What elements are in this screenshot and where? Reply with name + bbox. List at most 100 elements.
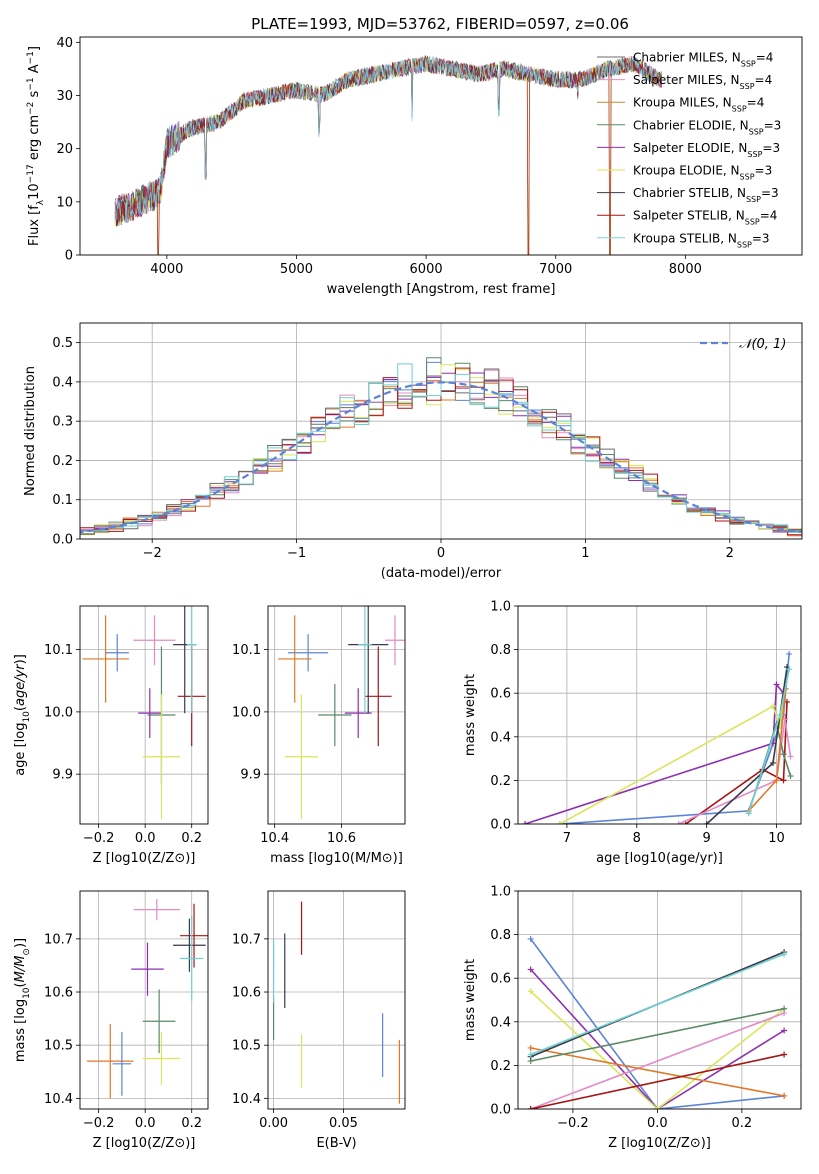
weight-marker <box>781 1027 788 1034</box>
weight-line <box>530 938 785 1109</box>
x-tick-label: −0.2 <box>557 1116 589 1131</box>
spectrum-axes: 4000 5000 6000 7000 8000 0 10 20 30 40 wavelength … <box>26 36 803 297</box>
weight-marker <box>556 821 563 824</box>
weight-marker <box>654 1106 661 1109</box>
x-axis-label: Z [log10(Z/Z⊙)] <box>93 1136 196 1151</box>
errorbar-point <box>142 1031 181 1086</box>
legend-label: Salpeter MILES, NSSP=4 <box>633 73 772 91</box>
y-tick-label: 30 <box>56 89 73 104</box>
x-tick-label: 0.0 <box>135 1116 156 1131</box>
weight-line <box>530 1007 785 1062</box>
plot-area <box>114 55 663 255</box>
y-tick-label: 10.7 <box>44 932 73 947</box>
weight-marker <box>682 821 689 824</box>
weight-line <box>678 719 792 824</box>
y-tick-label: 0.0 <box>490 818 511 833</box>
axes-frame <box>517 605 802 825</box>
y-tick-label: 9.9 <box>52 768 73 783</box>
y-tick-label: 0.2 <box>490 774 511 789</box>
weight-marker <box>527 988 534 995</box>
weight-marker <box>745 810 752 817</box>
legend-label: 𝒩(0, 1) <box>739 337 786 352</box>
x-tick-label: −1 <box>287 546 306 561</box>
errorbar-point <box>384 615 405 666</box>
plot-area <box>278 606 405 820</box>
weight_vs_Z-axes: −0.2 0.0 0.2 0.0 0.2 0.4 0.6 0.8 1.0 Z [log10(Z/Z… <box>463 885 802 1151</box>
axes-frame <box>267 605 406 825</box>
errorbar-point <box>278 615 312 703</box>
y-axis-label: mass weight <box>463 959 478 1041</box>
y-axis-label: Flux [fλ10−17 erg cm−2 s−1 A−1] <box>26 46 46 246</box>
weight-marker <box>527 1044 534 1051</box>
y-axis-label: age [log10(age/yr)] <box>13 654 32 776</box>
spectrum-line <box>114 55 662 224</box>
y-tick-label: 1.0 <box>490 885 511 900</box>
errorbar-point <box>133 615 176 666</box>
x-tick-label: 10 <box>768 831 785 846</box>
weight-marker <box>675 821 682 824</box>
weight-marker <box>773 681 780 688</box>
y-tick-label: 20 <box>56 142 73 157</box>
weight-line <box>530 1012 785 1109</box>
y-tick-label: 0.8 <box>490 928 511 943</box>
weight-marker <box>787 773 794 780</box>
y-tick-label: 0.6 <box>490 972 511 987</box>
y-tick-label: 10.4 <box>44 1092 73 1107</box>
spectrum-legend: Chabrier MILES, NSSP=4 Salpeter MILES, NS… <box>597 51 781 249</box>
x-tick-label: 1 <box>581 546 589 561</box>
legend-label: Kroupa ELODIE, NSSP=3 <box>633 164 772 182</box>
x-tick-label: 0.2 <box>181 1116 202 1131</box>
legend-label: Chabrier MILES, NSSP=4 <box>633 51 773 69</box>
weight_vs_age-axes: 7 8 9 10 0.0 0.2 0.4 0.6 0.8 1.0 age [log10(age/yr… <box>463 600 802 866</box>
y-tick-label: 0.3 <box>52 415 73 430</box>
axes-frame <box>517 890 802 1110</box>
y-tick-label: 0.4 <box>490 1015 511 1030</box>
y-tick-label: 10.5 <box>232 1039 261 1054</box>
figure-title: PLATE=1993, MJD=53762, FIBERID=0597, z=0… <box>251 15 629 33</box>
plot-area <box>80 357 802 538</box>
errorbar-point <box>82 615 129 703</box>
plot-area <box>521 650 794 824</box>
normal-curve <box>80 381 802 534</box>
y-tick-label: 0.8 <box>490 643 511 658</box>
axes-frame <box>79 36 803 256</box>
weight-marker <box>770 759 777 766</box>
x-tick-label: 0.2 <box>732 1116 753 1131</box>
y-tick-label: 9.9 <box>240 768 261 783</box>
y-axis-label: mass weight <box>463 674 478 756</box>
y-tick-label: 40 <box>56 36 73 51</box>
x-tick-label: 0.05 <box>329 1116 358 1131</box>
plot-area <box>86 898 208 1099</box>
y-tick-label: 10.0 <box>232 705 261 720</box>
errorbar-point <box>112 1031 132 1096</box>
weight-marker <box>781 951 788 958</box>
residuals-axes: −2 −1 0 1 2 0.0 0.1 0.2 0.3 0.4 0.5 (data-model)/er… <box>23 322 803 581</box>
x-tick-label: 0.00 <box>259 1116 288 1131</box>
plot-area <box>272 901 401 1104</box>
axes-frame <box>79 605 209 825</box>
weight-marker <box>781 1005 788 1012</box>
y-tick-label: 1.0 <box>490 600 511 615</box>
x-tick-label: −0.2 <box>83 1116 115 1131</box>
errorbar-point <box>133 898 181 921</box>
errorbar-point <box>284 694 319 820</box>
y-tick-label: 10.0 <box>44 705 73 720</box>
errorbar-point <box>358 606 372 714</box>
x-tick-label: 8 <box>633 831 641 846</box>
y-tick-label: 10.6 <box>232 986 261 1001</box>
weight-line <box>559 693 786 824</box>
y-tick-label: 10 <box>56 195 73 210</box>
errorbar-point <box>180 915 204 1002</box>
weight-marker <box>527 1051 534 1058</box>
weight-marker <box>787 753 794 760</box>
x-tick-label: 6000 <box>410 262 443 277</box>
weight-line <box>524 682 785 824</box>
y-tick-label: 10.1 <box>44 643 73 658</box>
x-tick-label: 2 <box>726 546 734 561</box>
weight-marker <box>521 821 528 824</box>
y-tick-label: 0.0 <box>490 1103 511 1118</box>
legend-label: Salpeter STELIB, NSSP=4 <box>633 209 777 227</box>
y-tick-label: 0.2 <box>490 1059 511 1074</box>
